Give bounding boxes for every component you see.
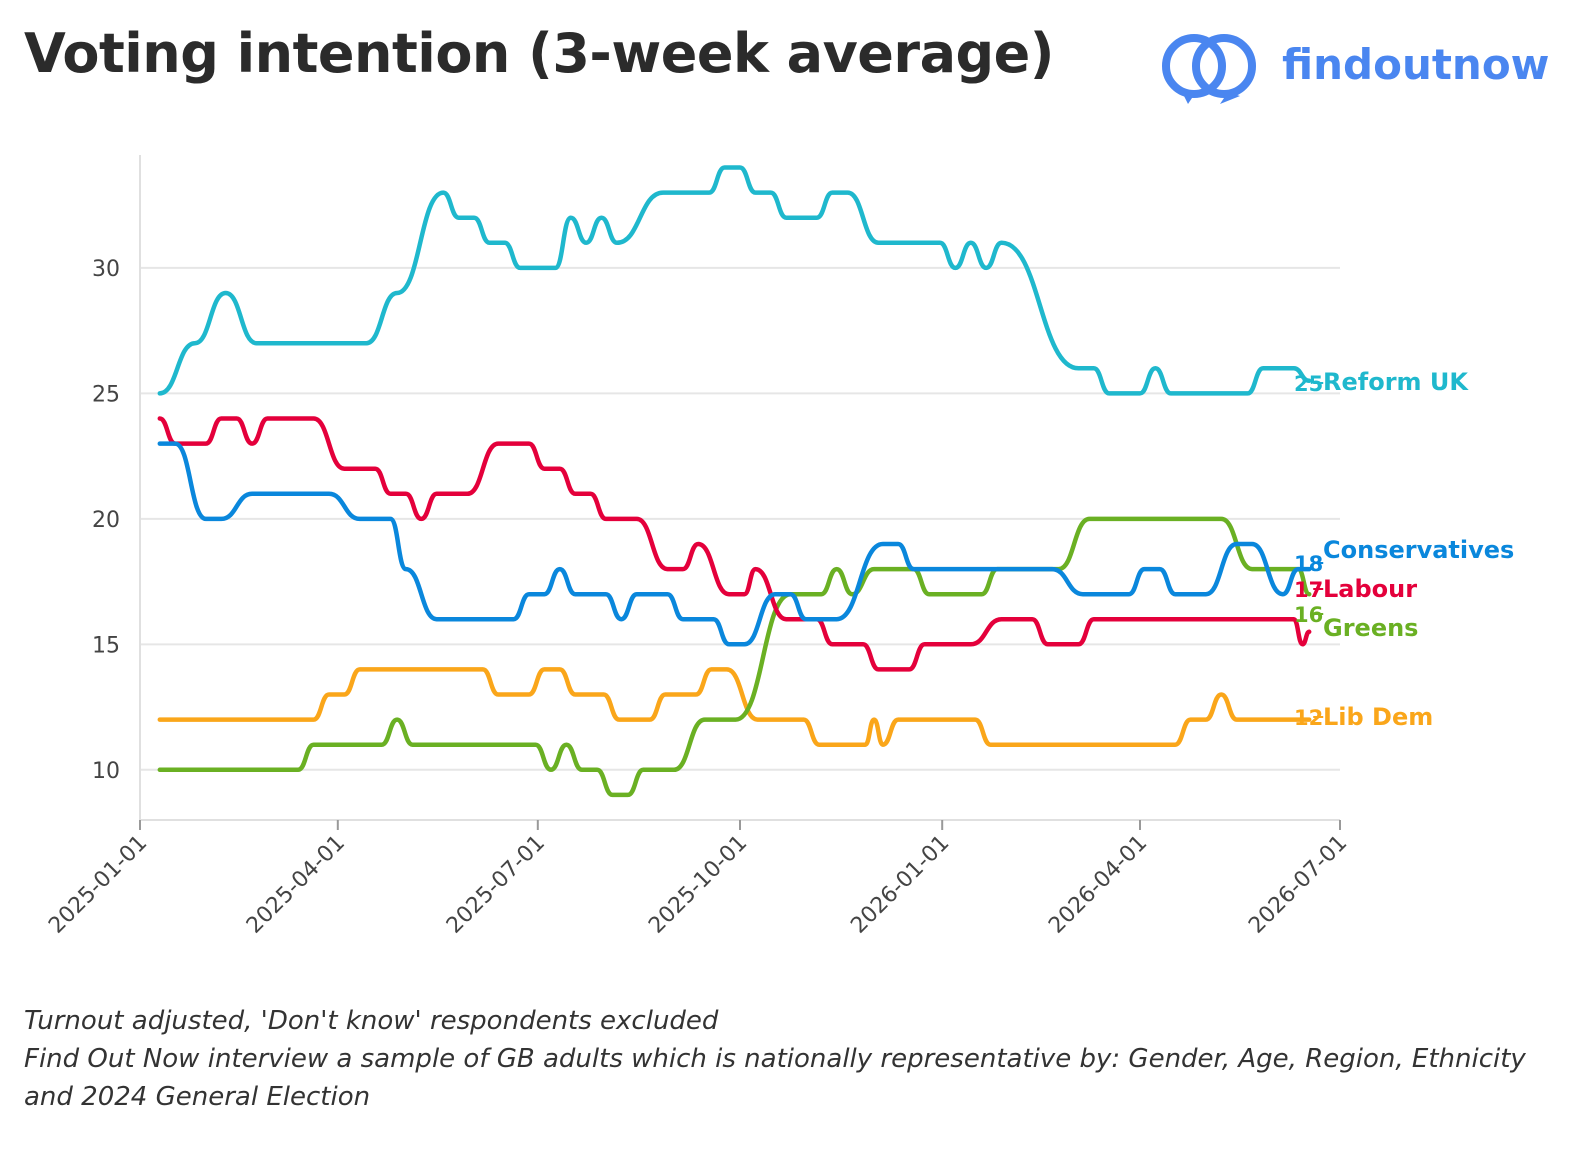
series-label: Lib Dem	[1323, 703, 1433, 731]
series-label: Labour	[1323, 575, 1417, 603]
y-tick-label: 10	[92, 759, 120, 784]
y-tick-label: 15	[92, 633, 120, 658]
y-tick-label: 25	[92, 382, 120, 407]
note-line-3: and 2024 General Election	[24, 1082, 371, 1112]
series-end-value: 16	[1294, 603, 1323, 627]
x-tick-label: 2025-10-01	[644, 831, 752, 939]
x-tick-label: 2025-01-01	[44, 831, 152, 939]
chart-title: Voting intention (3-week average)	[24, 22, 1054, 85]
linked-rings-icon	[1162, 34, 1256, 104]
x-tick-label: 2025-04-01	[242, 831, 350, 939]
series-line	[157, 667, 1312, 747]
x-tick-label: 2026-01-01	[846, 831, 954, 939]
y-tick-label: 30	[92, 257, 120, 282]
series-line	[157, 516, 1312, 798]
x-tick-label: 2026-04-01	[1044, 831, 1152, 939]
y-tick-label: 20	[92, 508, 120, 533]
series-end-value: 17	[1294, 578, 1323, 602]
series-label: Greens	[1323, 614, 1418, 642]
x-tick-label: 2026-07-01	[1244, 831, 1352, 939]
x-tick-label: 2025-07-01	[442, 831, 550, 939]
series-label: Reform UK	[1323, 368, 1469, 396]
line-chart: 10 15 20 25 30 2025-01-01 2025-04-01 2025-07-01…	[44, 155, 1514, 939]
series-end-value: 18	[1294, 552, 1323, 576]
series-end-value: 12	[1294, 706, 1323, 730]
series-label: Conservatives	[1323, 536, 1514, 564]
brand-logo: findoutnow	[1158, 30, 1549, 106]
brand-name: findoutnow	[1282, 40, 1550, 89]
note-line-2: Find Out Now interview a sample of GB ad…	[24, 1044, 1526, 1074]
note-line-1: Turnout adjusted, 'Don't know' responden…	[24, 1006, 719, 1036]
series-line	[157, 165, 1312, 396]
chart-notes: Turnout adjusted, 'Don't know' responden…	[24, 1002, 1564, 1116]
series-end-value: 25	[1294, 372, 1323, 396]
series-line	[157, 441, 1312, 647]
series-line	[157, 416, 1312, 672]
